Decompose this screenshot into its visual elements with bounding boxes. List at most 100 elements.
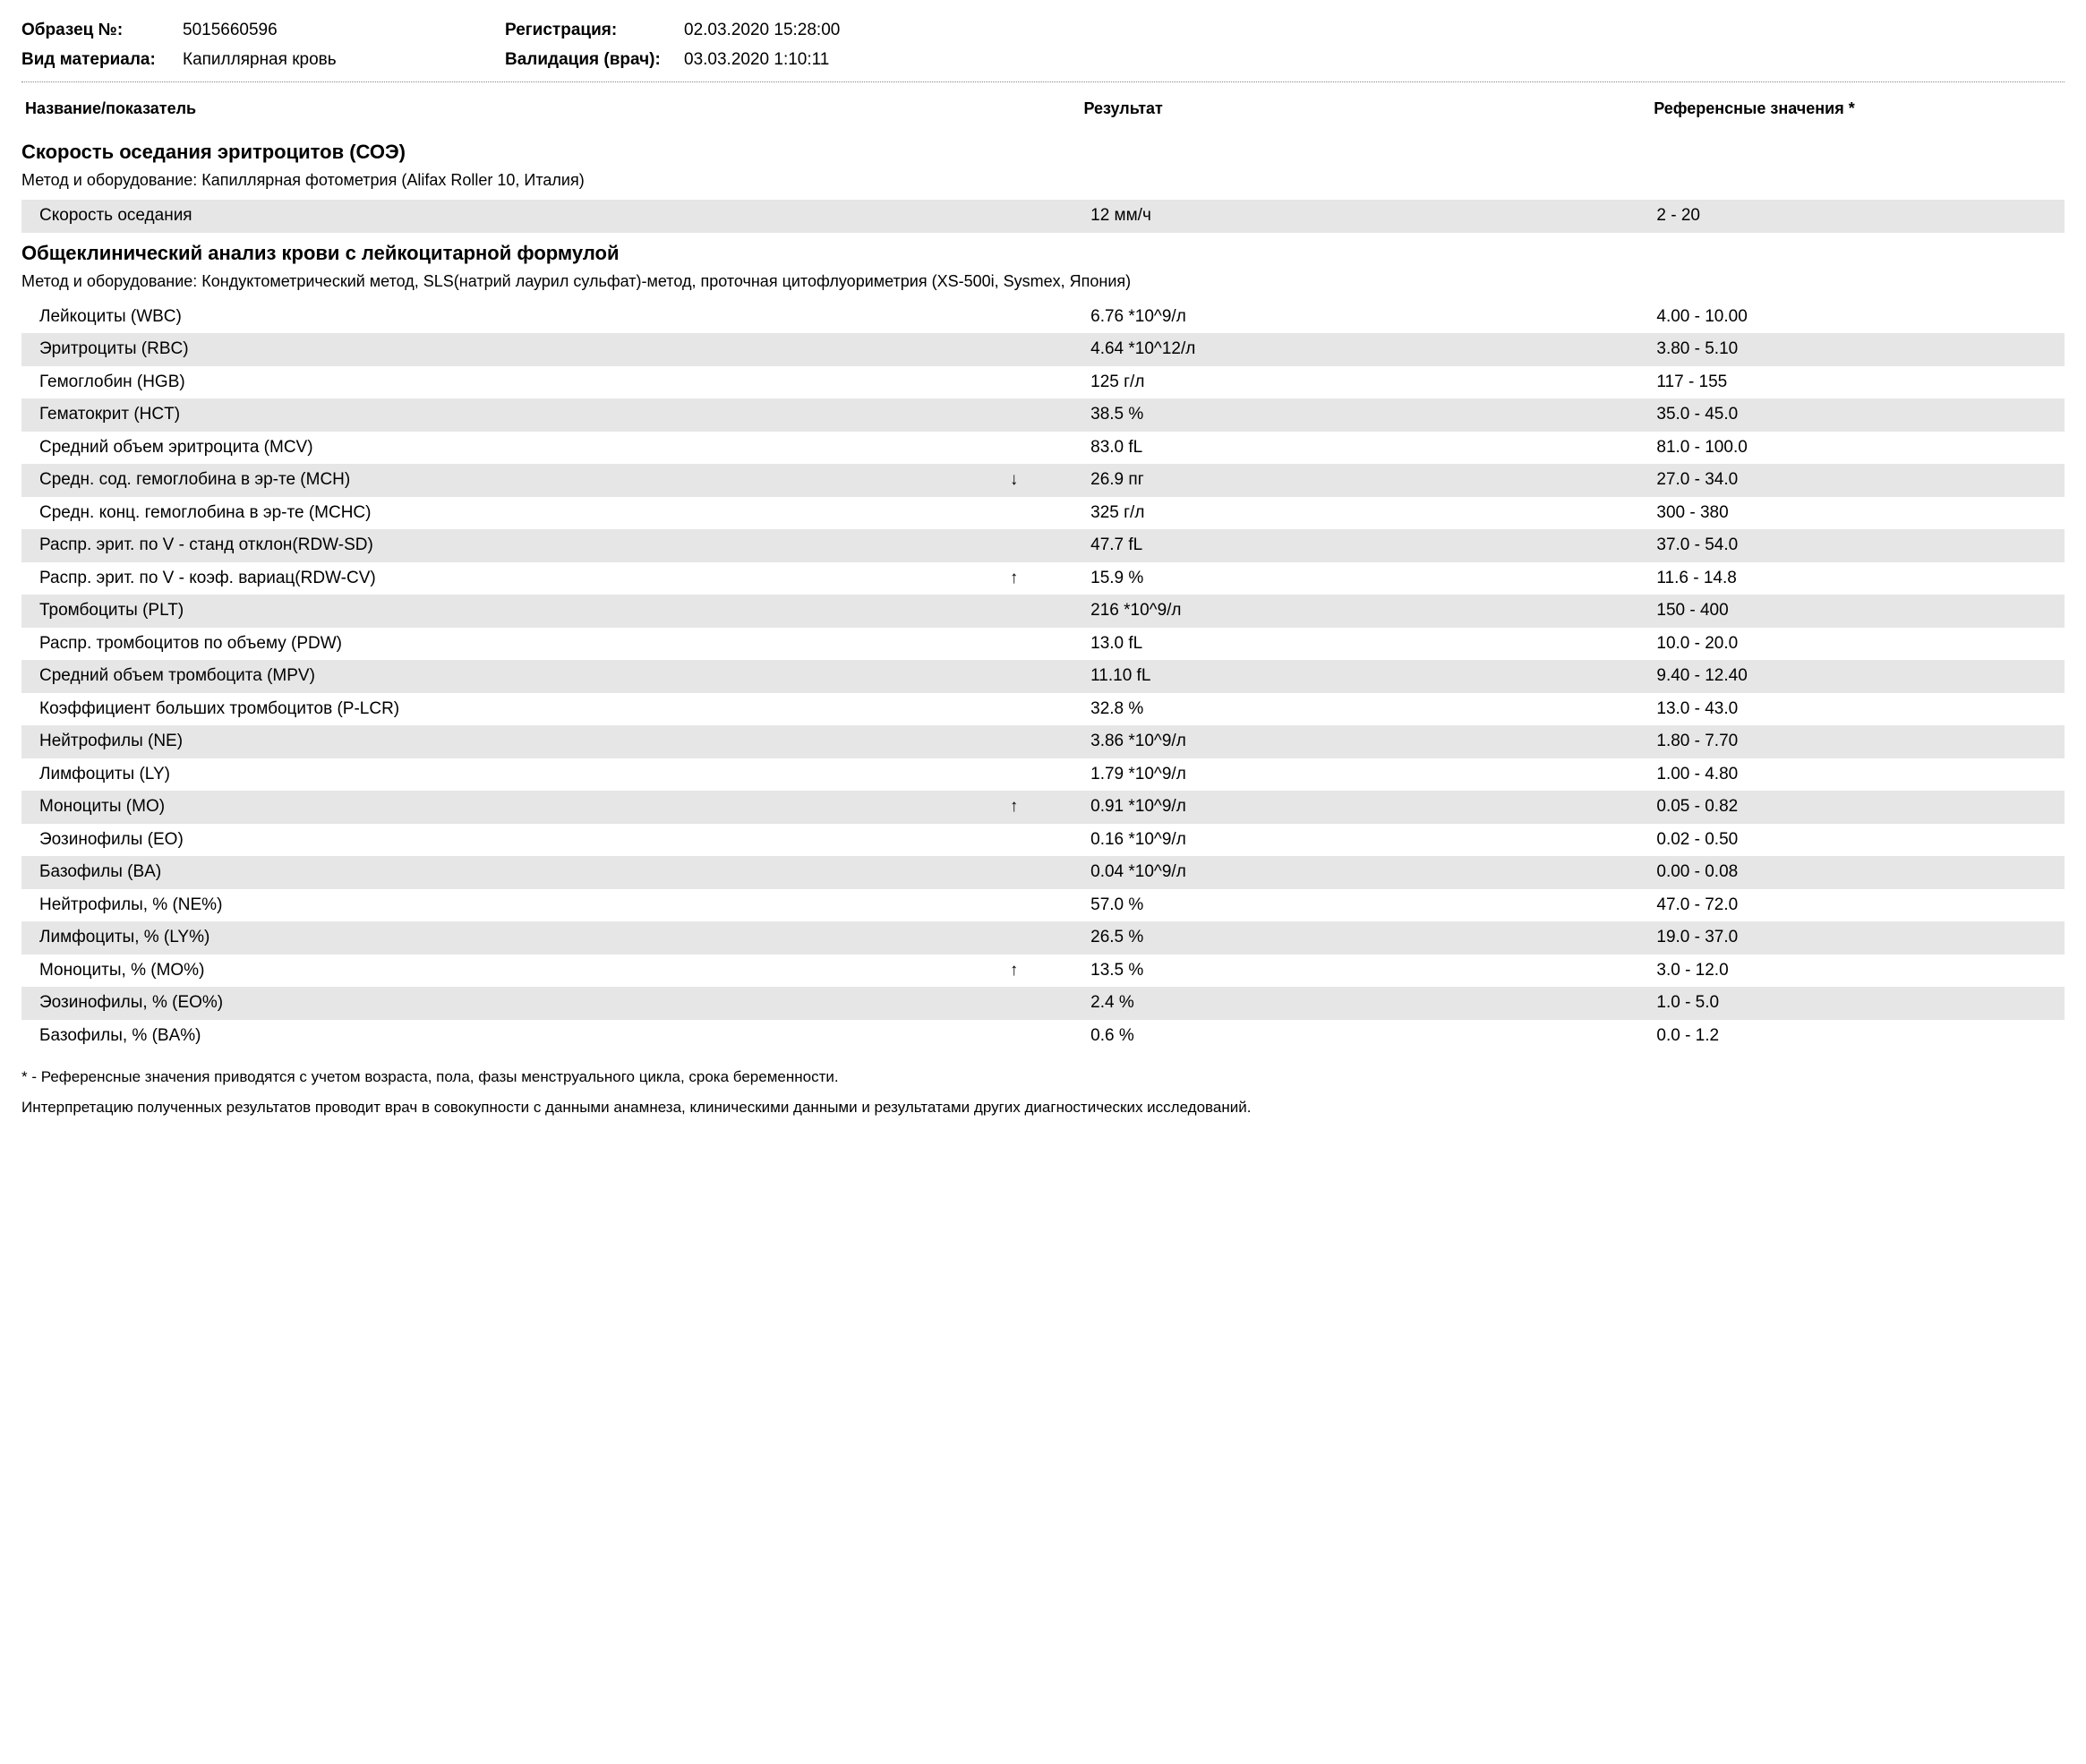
result-value: 1.79 *10^9/л xyxy=(1090,762,1656,788)
result-value: 32.8 % xyxy=(1090,697,1656,723)
parameter-name: Коэффициент больших тромбоцитов (P-LCR) xyxy=(39,697,1010,723)
reference-range: 81.0 - 100.0 xyxy=(1656,435,2061,461)
result-value: 325 г/л xyxy=(1090,501,1656,527)
result-value: 83.0 fL xyxy=(1090,435,1656,461)
table-row: Моноциты (MO)↑0.91 *10^9/л0.05 - 0.82 xyxy=(21,791,2065,824)
parameter-name: Лейкоциты (WBC) xyxy=(39,304,1010,330)
result-value: 15.9 % xyxy=(1090,566,1656,592)
result-value: 0.6 % xyxy=(1090,1023,1656,1049)
reference-range: 19.0 - 37.0 xyxy=(1656,925,2061,951)
table-row: Гемоглобин (HGB) 125 г/л117 - 155 xyxy=(21,366,2065,399)
parameter-name: Моноциты, % (MO%) xyxy=(39,958,1010,984)
reference-range: 13.0 - 43.0 xyxy=(1656,697,2061,723)
parameter-name: Средний объем эритроцита (MCV) xyxy=(39,435,1010,461)
parameter-name: Базофилы (BA) xyxy=(39,860,1010,886)
parameter-name: Лимфоциты, % (LY%) xyxy=(39,925,1010,951)
parameter-name: Распр. эрит. по V - станд отклон(RDW-SD) xyxy=(39,533,1010,559)
table-row: Эозинофилы, % (EO%) 2.4 %1.0 - 5.0 xyxy=(21,987,2065,1020)
result-value: 13.5 % xyxy=(1090,958,1656,984)
reference-range: 47.0 - 72.0 xyxy=(1656,893,2061,919)
parameter-name: Эозинофилы, % (EO%) xyxy=(39,990,1010,1016)
result-value: 0.16 *10^9/л xyxy=(1090,827,1656,853)
result-value: 125 г/л xyxy=(1090,370,1656,396)
parameter-name: Эритроциты (RBC) xyxy=(39,337,1010,363)
reference-range: 1.80 - 7.70 xyxy=(1656,729,2061,755)
reference-range: 3.0 - 12.0 xyxy=(1656,958,2061,984)
table-row: Скорость оседания12 мм/ч2 - 20 xyxy=(21,200,2065,233)
table-row: Распр. эрит. по V - коэф. вариац(RDW-CV)… xyxy=(21,562,2065,595)
reference-range: 0.05 - 0.82 xyxy=(1656,794,2061,820)
parameter-name: Средний объем тромбоцита (MPV) xyxy=(39,664,1010,689)
reference-range: 10.0 - 20.0 xyxy=(1656,631,2061,657)
section-title: Скорость оседания эритроцитов (СОЭ) xyxy=(21,137,2065,167)
deviation-arrow-icon: ↑ xyxy=(1010,958,1090,984)
deviation-arrow-icon: ↑ xyxy=(1010,566,1090,592)
header-result: Результат xyxy=(1083,97,1654,121)
table-row: Нейтрофилы, % (NE%) 57.0 %47.0 - 72.0 xyxy=(21,889,2065,922)
parameter-name: Эозинофилы (EO) xyxy=(39,827,1010,853)
sample-label: Образец №: xyxy=(21,18,183,44)
sample-value: 5015660596 xyxy=(183,18,505,44)
table-row: Средн. сод. гемоглобина в эр-те (MCH)↓26… xyxy=(21,464,2065,497)
parameter-name: Моноциты (MO) xyxy=(39,794,1010,820)
footnote-line: * - Референсные значения приводятся с уч… xyxy=(21,1065,2065,1090)
parameter-name: Средн. сод. гемоглобина в эр-те (MCH) xyxy=(39,467,1010,493)
table-row: Тромбоциты (PLT) 216 *10^9/л150 - 400 xyxy=(21,595,2065,628)
reference-range: 37.0 - 54.0 xyxy=(1656,533,2061,559)
table-row: Распр. тромбоцитов по объему (PDW)13.0 f… xyxy=(21,628,2065,661)
table-row: Средний объем тромбоцита (MPV)11.10 fL9.… xyxy=(21,660,2065,693)
parameter-name: Скорость оседания xyxy=(39,203,1010,229)
reference-range: 117 - 155 xyxy=(1656,370,2061,396)
parameter-name: Средн. конц. гемоглобина в эр-те (MCHC) xyxy=(39,501,1010,527)
parameter-name: Тромбоциты (PLT) xyxy=(39,598,1010,624)
parameter-name: Нейтрофилы, % (NE%) xyxy=(39,893,1010,919)
table-row: Нейтрофилы (NE) 3.86 *10^9/л1.80 - 7.70 xyxy=(21,725,2065,758)
result-value: 2.4 % xyxy=(1090,990,1656,1016)
result-value: 38.5 % xyxy=(1090,402,1656,428)
deviation-arrow-icon: ↓ xyxy=(1010,467,1090,493)
reference-range: 3.80 - 5.10 xyxy=(1656,337,2061,363)
reference-range: 0.0 - 1.2 xyxy=(1656,1023,2061,1049)
table-row: Лейкоциты (WBC)6.76 *10^9/л4.00 - 10.00 xyxy=(21,301,2065,334)
parameter-name: Нейтрофилы (NE) xyxy=(39,729,1010,755)
registration-label: Регистрация: xyxy=(505,18,684,44)
parameter-name: Распр. эрит. по V - коэф. вариац(RDW-CV) xyxy=(39,566,1010,592)
reference-range: 11.6 - 14.8 xyxy=(1656,566,2061,592)
result-value: 26.5 % xyxy=(1090,925,1656,951)
parameter-name: Гемоглобин (HGB) xyxy=(39,370,1010,396)
reference-range: 27.0 - 34.0 xyxy=(1656,467,2061,493)
material-value: Капиллярная кровь xyxy=(183,47,505,73)
table-row: Средн. конц. гемоглобина в эр-те (MCHC) 3… xyxy=(21,497,2065,530)
section-title: Общеклинический анализ крови с лейкоцита… xyxy=(21,238,2065,268)
registration-value: 02.03.2020 15:28:00 xyxy=(684,18,2065,44)
reference-range: 150 - 400 xyxy=(1656,598,2061,624)
reference-range: 2 - 20 xyxy=(1656,203,2061,229)
reference-range: 1.0 - 5.0 xyxy=(1656,990,2061,1016)
parameter-name: Распр. тромбоцитов по объему (PDW) xyxy=(39,631,1010,657)
result-value: 4.64 *10^12/л xyxy=(1090,337,1656,363)
table-row: Распр. эрит. по V - станд отклон(RDW-SD)… xyxy=(21,529,2065,562)
result-value: 26.9 пг xyxy=(1090,467,1656,493)
footnotes: * - Референсные значения приводятся с уч… xyxy=(21,1065,2065,1120)
result-value: 3.86 *10^9/л xyxy=(1090,729,1656,755)
table-row: Коэффициент больших тромбоцитов (P-LCR) 3… xyxy=(21,693,2065,726)
validation-value: 03.03.2020 1:10:11 xyxy=(684,47,2065,73)
material-label: Вид материала: xyxy=(21,47,183,73)
deviation-arrow-icon: ↑ xyxy=(1010,794,1090,820)
parameter-name: Гематокрит (HCT) xyxy=(39,402,1010,428)
result-value: 0.91 *10^9/л xyxy=(1090,794,1656,820)
sections-container: Скорость оседания эритроцитов (СОЭ)Метод… xyxy=(21,137,2065,1052)
result-value: 57.0 % xyxy=(1090,893,1656,919)
header-arrow xyxy=(1003,97,1084,121)
reference-range: 35.0 - 45.0 xyxy=(1656,402,2061,428)
table-row: Базофилы (BA)0.04 *10^9/л0.00 - 0.08 xyxy=(21,856,2065,889)
parameter-name: Базофилы, % (BA%) xyxy=(39,1023,1010,1049)
footnote-line: Интерпретацию полученных результатов про… xyxy=(21,1095,2065,1120)
meta-block: Образец №: 5015660596 Регистрация: 02.03… xyxy=(21,18,2065,82)
reference-range: 300 - 380 xyxy=(1656,501,2061,527)
result-value: 216 *10^9/л xyxy=(1090,598,1656,624)
reference-range: 0.00 - 0.08 xyxy=(1656,860,2061,886)
table-row: Моноциты, % (MO%)↑13.5 %3.0 - 12.0 xyxy=(21,955,2065,988)
reference-range: 1.00 - 4.80 xyxy=(1656,762,2061,788)
reference-range: 4.00 - 10.00 xyxy=(1656,304,2061,330)
